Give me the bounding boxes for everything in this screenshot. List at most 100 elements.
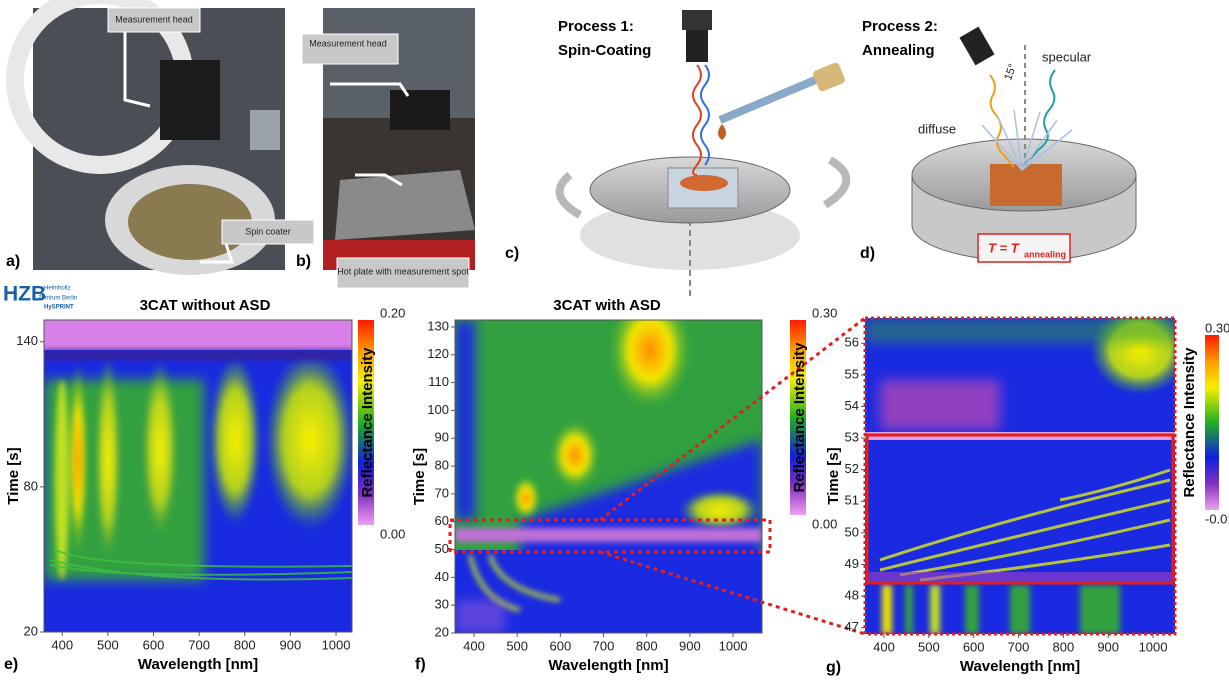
colorbar-label: Reflectance Intensity [359,347,376,498]
chart-title: 3CAT with ASD [553,297,661,314]
y-tick-label: 51 [845,493,859,508]
colorbar [1205,335,1219,510]
zoom-region [448,518,772,554]
colorbar-label: Reflectance Intensity [1181,347,1198,498]
colorbar-tick-label: -0.01 [1205,511,1229,526]
colorbar-tick-label: 0.30 [1205,320,1229,335]
x-tick-label: 400 [873,639,895,654]
panel-label: d) [860,245,875,262]
x-axis-label: Wavelength [nm] [548,657,668,674]
logo-line: Helmholtz [44,286,71,292]
y-tick-label: 20 [24,623,38,638]
plot-frame [454,319,763,634]
colorbar-tick-label: 0.00 [812,516,837,531]
y-tick-label: 80 [435,458,449,473]
y-tick-label: 70 [435,485,449,500]
colorbar-tick-label: 0.20 [380,305,405,320]
diagram-title: Annealing [862,42,935,59]
diagram-title: Process 1: [558,18,634,35]
colorbar-label: Reflectance Intensity [791,342,808,493]
y-tick-label: 49 [845,556,859,571]
formula-subscript: annealing [1024,249,1066,259]
plot-frame [43,319,353,633]
y-tick-label: 50 [845,524,859,539]
x-tick-label: 900 [1097,639,1119,654]
zoom-frame [863,316,1177,636]
diagram-c [555,10,851,300]
diagram-title: Process 2: [862,18,938,35]
heatmap [865,318,1175,634]
y-tick-label: 48 [845,588,859,603]
diagram-title: Spin-Coating [558,42,651,59]
y-tick-label: 80 [24,478,38,493]
x-tick-label: 500 [918,639,940,654]
y-tick-label: 47 [845,619,859,634]
colorbar [358,320,374,525]
logo-line: HySPRINT [44,305,74,311]
colorbar-tick-label: 0.00 [380,526,405,541]
heatmap [455,320,762,633]
x-tick-label: 600 [143,637,165,652]
annotation: Hot plate with measurement spot [337,266,469,276]
logo-line: Zentrum Berlin [38,296,77,302]
photo-a: Measurement head Spin coater [6,0,315,275]
x-tick-label: 400 [51,637,73,652]
y-tick-label: 50 [435,541,449,556]
x-tick-label: 400 [463,638,485,653]
colorbar [790,320,806,515]
y-tick-label: 54 [845,398,859,413]
y-tick-label: 55 [845,366,859,381]
x-tick-label: 700 [188,637,210,652]
highlight-box [865,433,1175,585]
y-tick-label: 30 [435,597,449,612]
y-tick-label: 130 [427,318,449,333]
x-tick-label: 800 [636,638,658,653]
y-tick-label: 56 [845,335,859,350]
y-tick-label: 100 [427,402,449,417]
y-tick-label: 52 [845,461,859,476]
chart-title: 3CAT without ASD [140,297,271,314]
zoom-connector [599,550,866,636]
y-axis-label: Time [s] [411,448,428,505]
panel-label: g) [826,659,841,676]
x-tick-label: 500 [506,638,528,653]
x-tick-label: 900 [280,637,302,652]
x-axis-label: Wavelength [nm] [960,658,1080,675]
y-tick-label: 60 [435,513,449,528]
annotation: Measurement head [309,38,387,48]
annotation: Measurement head [115,14,193,24]
formula: T = T [988,240,1020,255]
x-tick-label: 500 [97,637,119,652]
x-tick-label: 1000 [322,637,351,652]
y-tick-label: 20 [435,624,449,639]
x-tick-label: 1000 [1139,639,1168,654]
logo: HZB Helmholtz Zentrum Berlin HySPRINT [3,283,77,311]
annotation: diffuse [918,121,956,136]
y-tick-label: 110 [428,374,449,389]
x-tick-label: 600 [550,638,572,653]
x-tick-label: 1000 [719,638,748,653]
colorbar-tick-label: 0.30 [812,305,837,320]
annotation: Spin coater [245,226,291,236]
y-tick-label: 53 [845,430,859,445]
y-tick-label: 40 [435,569,449,584]
x-tick-label: 600 [963,639,985,654]
y-axis-label: Time [s] [825,447,842,504]
x-tick-label: 700 [593,638,615,653]
photo-b: Measurement head Hot plate with measurem… [301,8,475,289]
annotation: 15° [1002,62,1019,82]
panel-label: a) [6,253,20,270]
x-tick-label: 800 [234,637,256,652]
panel-label: e) [4,656,18,673]
y-tick-label: 120 [427,346,449,361]
x-tick-label: 800 [1053,639,1075,654]
y-axis-label: Time [s] [5,447,22,504]
diagram-d: T = T annealing [911,26,1137,263]
y-tick-label: 140 [16,333,38,348]
annotation: specular [1042,49,1092,64]
y-tick-label: 90 [435,430,449,445]
x-axis-label: Wavelength [nm] [138,656,258,673]
x-tick-label: 700 [1008,639,1030,654]
heatmap [44,320,352,632]
